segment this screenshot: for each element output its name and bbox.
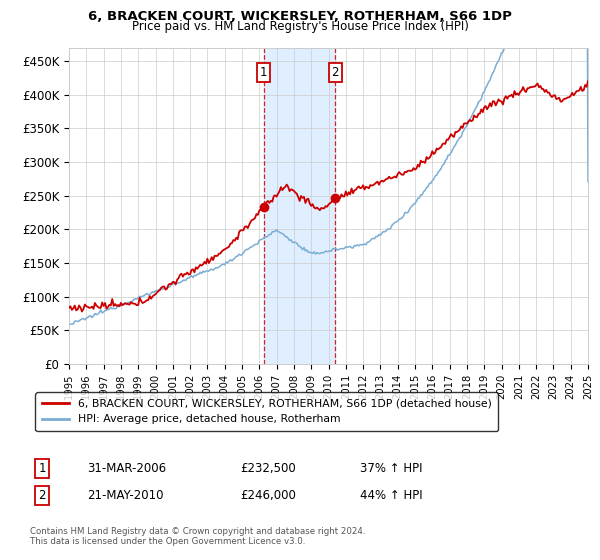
Text: 31-MAR-2006: 31-MAR-2006 — [87, 462, 166, 475]
Text: £232,500: £232,500 — [240, 462, 296, 475]
Text: 2: 2 — [38, 489, 46, 502]
Text: 44% ↑ HPI: 44% ↑ HPI — [360, 489, 422, 502]
Bar — [263, 48, 335, 364]
Text: 1: 1 — [38, 462, 46, 475]
Text: Contains HM Land Registry data © Crown copyright and database right 2024.
This d: Contains HM Land Registry data © Crown c… — [30, 526, 365, 546]
Legend: 6, BRACKEN COURT, WICKERSLEY, ROTHERHAM, S66 1DP (detached house), HPI: Average : 6, BRACKEN COURT, WICKERSLEY, ROTHERHAM,… — [35, 393, 498, 431]
Text: 37% ↑ HPI: 37% ↑ HPI — [360, 462, 422, 475]
Text: 2: 2 — [331, 67, 339, 80]
Text: 1: 1 — [260, 67, 268, 80]
Text: 21-MAY-2010: 21-MAY-2010 — [87, 489, 163, 502]
Text: £246,000: £246,000 — [240, 489, 296, 502]
Text: 6, BRACKEN COURT, WICKERSLEY, ROTHERHAM, S66 1DP: 6, BRACKEN COURT, WICKERSLEY, ROTHERHAM,… — [88, 10, 512, 23]
Text: Price paid vs. HM Land Registry's House Price Index (HPI): Price paid vs. HM Land Registry's House … — [131, 20, 469, 33]
